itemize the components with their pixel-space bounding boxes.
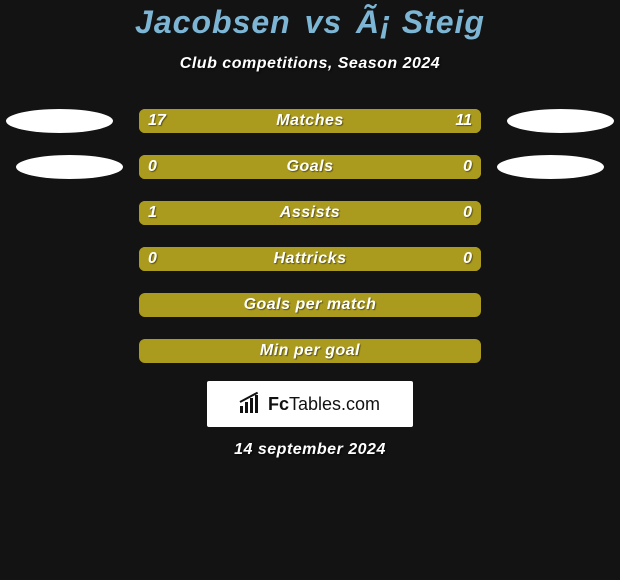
stat-row: Matches17 11 [0,109,620,133]
stat-value-left: 1 [148,201,157,225]
stat-row: Goals per match [0,293,620,317]
stat-label: Goals per match [139,293,481,317]
stat-value-left: 17 [148,109,166,133]
stat-row: Assists1 0 [0,201,620,225]
bar-chart-icon [240,395,264,413]
player2-name: Ã¡ Steig [356,4,485,40]
stat-label: Matches [139,109,481,133]
logo-secondary: Tables [289,394,341,414]
stat-value-right: 0 [463,201,472,225]
logo-primary: Fc [268,394,289,414]
date: 14 september 2024 [234,441,386,459]
stat-value-right: 11 [455,109,472,133]
side-ellipse-right [507,109,614,133]
side-ellipse-left [16,155,123,179]
stat-row: Goals0 0 [0,155,620,179]
stat-value-right: 0 [463,155,472,179]
subtitle: Club competitions, Season 2024 [180,55,440,73]
stat-rows: Matches1711Goals00Assists10Hattricks00Go… [0,109,620,363]
comparison-card: Jacobsen vs Ã¡ Steig Club competitions, … [0,0,620,580]
fctables-logo: FcTables.com [207,381,413,427]
stat-label: Goals [139,155,481,179]
logo-suffix: .com [341,394,380,414]
stat-row: Min per goal [0,339,620,363]
stat-label: Hattricks [139,247,481,271]
stat-value-left: 0 [148,247,157,271]
player1-name: Jacobsen [135,4,291,40]
logo-text: FcTables.com [268,394,380,415]
side-ellipse-right [497,155,604,179]
stat-label: Min per goal [139,339,481,363]
side-ellipse-left [6,109,113,133]
stat-value-left: 0 [148,155,157,179]
stat-label: Assists [139,201,481,225]
stat-value-right: 0 [463,247,472,271]
page-title: Jacobsen vs Ã¡ Steig [135,4,485,41]
vs-separator: vs [305,4,343,40]
stat-row: Hattricks0 0 [0,247,620,271]
